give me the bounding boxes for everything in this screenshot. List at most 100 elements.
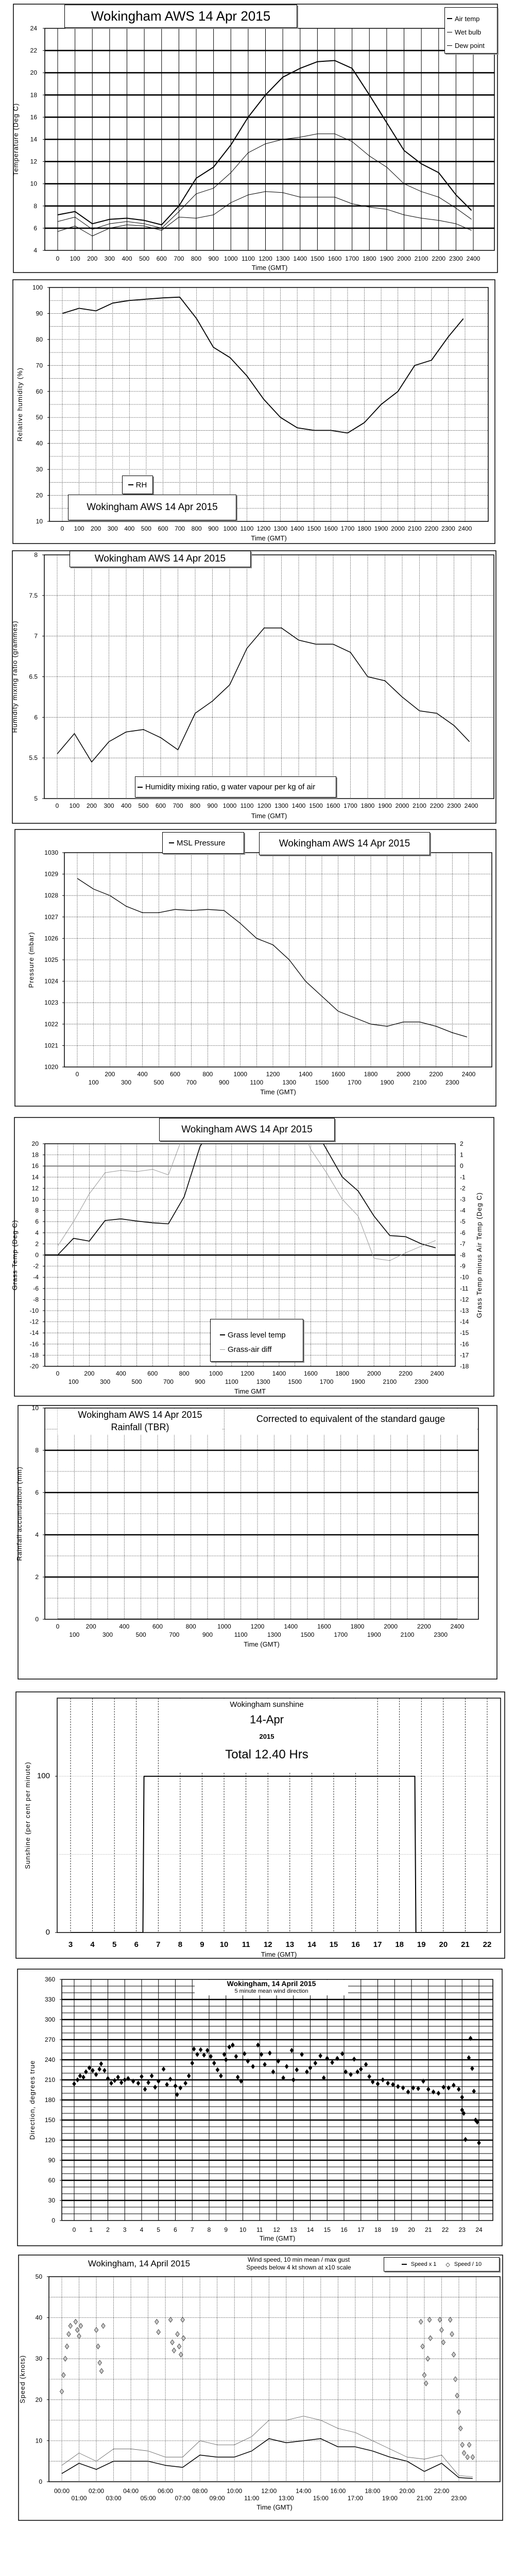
data-point-diamond [75,2327,80,2333]
y-tick-label: 30 [48,2197,56,2204]
x-tick-label: 200 [105,1071,115,1078]
x-tick-label: 20 [408,2226,415,2233]
x-tick-label: 2300 [449,255,463,262]
y-tick-label: 6 [35,1218,39,1225]
y-tick-label: -8 [33,1296,39,1303]
y-tick-label: 12 [32,1184,39,1192]
x-tick-label: 15 [330,1940,338,1949]
x-tick-label: 18:00 [365,2487,380,2495]
x-tick-label: 2400 [462,1071,476,1078]
y2-tick-label: -18 [460,1363,469,1370]
data-point-diamond [157,2078,161,2084]
y-tick-label: -18 [30,1351,39,1359]
chart7-title-block: Wokingham sunshine 14-Apr 2015 Total 12.… [172,1699,362,1772]
y-tick-label: 4 [35,1531,39,1538]
data-point-diamond [94,2327,99,2333]
x-tick-label: 1900 [367,1631,381,1638]
x-tick-label: 5 [157,2226,160,2233]
y-tick-label: 270 [45,2036,55,2043]
x-tick-label: 200 [91,525,101,532]
x-tick-label: 11 [242,1940,250,1949]
data-point-diamond [153,2084,157,2090]
x-tick-label: 21 [461,1940,470,1949]
data-point-diamond [154,2319,159,2325]
chart7-total: Total 12.40 Hrs [225,1748,308,1761]
data-point-diamond [416,2086,420,2091]
chart5-legend: Grass level temp Grass-air diff [210,1319,303,1362]
data-point-diamond [181,2335,186,2341]
legend-rh: RH [135,480,147,489]
data-point-diamond [467,2442,472,2448]
chart2-title: Wokingham AWS 14 Apr 2015 [87,502,218,513]
x-tick-label: 1300 [267,1631,281,1638]
x-tick-label: 0 [56,255,60,262]
x-tick-label: 2400 [465,802,478,809]
x-tick-label: 8 [208,2226,211,2233]
legend-speed-div10: Speed / 10 [454,2261,482,2267]
data-point-diamond [222,2052,227,2057]
y-axis-title: Grass Temp (Deg C) [11,1220,19,1291]
x-tick-label: 2300 [441,525,455,532]
plot-area [57,1698,501,1933]
x-tick-label: 2400 [458,525,472,532]
data-point-diamond [340,2051,345,2057]
y-tick-label: 14 [32,1174,39,1181]
data-point-diamond [251,2064,255,2069]
x-tick-label: 600 [170,1071,180,1078]
data-point-diamond [305,2069,309,2075]
x-tick-label: 7 [156,1940,160,1949]
x-tick-label: 500 [132,1378,142,1385]
data-point-diamond [419,2319,423,2325]
x-tick-label: 22 [442,2226,449,2233]
data-point-diamond [325,2056,329,2061]
data-point-diamond [215,2067,220,2073]
y-tick-label: 90 [36,310,43,317]
series-group [77,878,467,1038]
y-tick-label: 5.5 [29,754,38,761]
y-tick-label: 90 [48,2157,56,2164]
data-point-diamond [460,2442,465,2448]
x-tick-label: 2200 [430,802,444,809]
legend-diamond-icon: ◇ [445,2261,450,2268]
data-point-diamond [456,2087,461,2092]
x-tick-label: 1100 [234,1631,248,1638]
chart1-title-box: Wokingham AWS 14 Apr 2015 [64,5,297,28]
x-tick-label: 1900 [380,1079,394,1086]
data-point-diamond [436,2091,441,2096]
data-point-diamond [375,2081,380,2087]
data-point-diamond [344,2069,348,2075]
x-tick-label: 13:00 [279,2495,294,2502]
data-point-diamond [235,2074,240,2080]
y2-tick-label: -4 [460,1207,466,1214]
x-tick-label: 1500 [311,255,324,262]
data-point-diamond [259,2052,264,2057]
data-point-diamond [168,2076,173,2082]
y-tick-label: -4 [33,1274,39,1281]
x-tick-label: 15:00 [313,2495,329,2502]
chart6-title-block: Wokingham AWS 14 Apr 2015 Rainfall (TBR) [58,1409,222,1434]
x-tick-label: 900 [208,525,218,532]
x-tick-label: 2100 [383,1378,397,1385]
y-axis-title: Temperature (Deg C) [12,103,20,176]
x-tick-label: 400 [122,255,132,262]
chart4-legend: MSL Pressure [162,832,244,854]
x-tick-label: 1800 [364,1071,378,1078]
x-tick-label: 21 [425,2226,432,2233]
x-tick-label: 1800 [357,525,371,532]
y2-tick-label: -13 [460,1307,469,1314]
data-point-diamond [467,2055,471,2061]
x-tick-label: 12:00 [261,2487,277,2495]
x-tick-label: 1600 [324,525,338,532]
data-point-diamond [439,2327,444,2333]
x-tick-label: 1100 [250,1079,263,1086]
data-point-diamond [411,2085,416,2091]
y-tick-label: 120 [45,2137,55,2144]
data-point-diamond [300,2052,304,2057]
chart8-title: Wokingham, 14 April 2015 [227,1979,316,1988]
data-point-diamond [81,2074,85,2080]
x-tick-label: 17 [357,2226,365,2233]
chart7-year: 2015 [259,1733,274,1740]
series-line-grass-level-temp [57,1144,436,1256]
x-tick-label: 300 [121,1079,131,1086]
data-point-diamond [427,2317,432,2323]
